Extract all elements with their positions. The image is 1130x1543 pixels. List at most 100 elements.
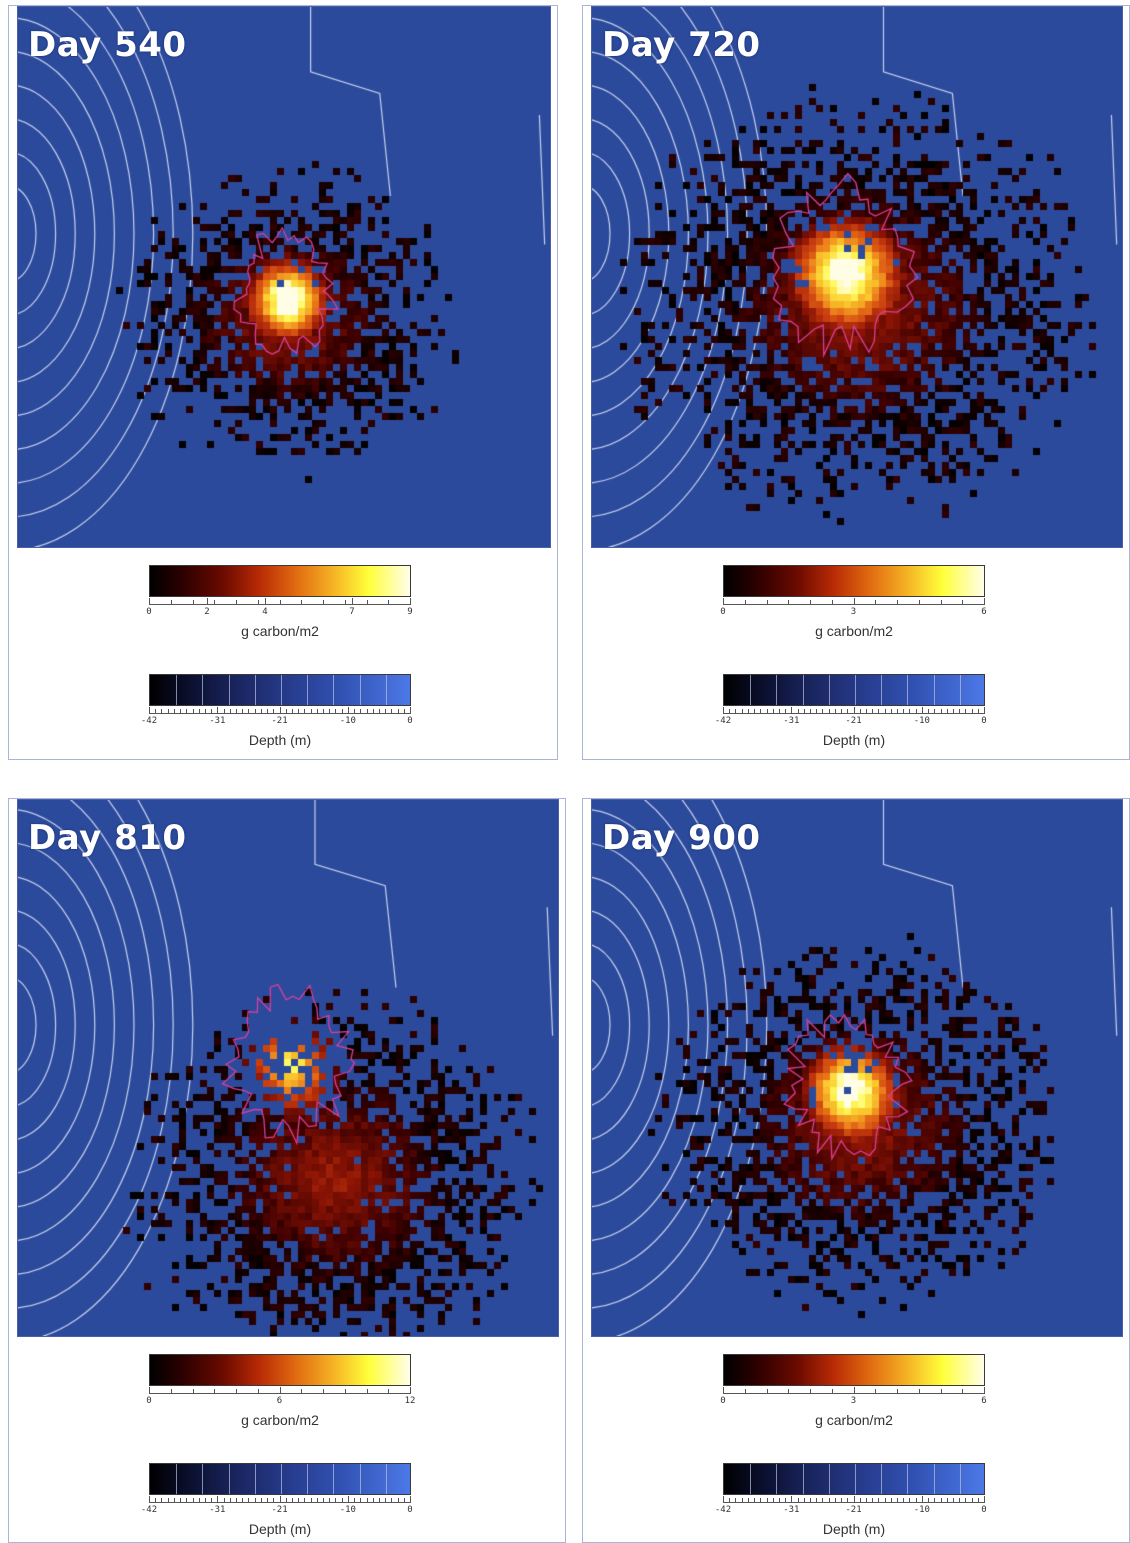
day-label: Day 810	[28, 818, 187, 858]
scale-tick	[984, 1387, 985, 1393]
carbon-unit-label: g carbon/m2	[815, 1412, 893, 1428]
depth-unit-label: Depth (m)	[822, 732, 886, 748]
scale-tick	[149, 598, 150, 604]
scale-tick-label: -10	[913, 1505, 930, 1515]
scale-tick-label: -42	[714, 716, 732, 726]
carbon-colorbar	[149, 1354, 411, 1386]
seafloor-map: Day 720	[591, 6, 1123, 548]
scale-tick-label: -42	[140, 716, 158, 726]
depth-unit-label: Depth (m)	[248, 732, 312, 748]
legends: 0 3 6 g carbon/m2 -42 -31 -21 -10 0 Depth (m)	[583, 548, 1129, 759]
scale-tick	[410, 1387, 411, 1393]
scale-tick	[347, 707, 349, 713]
legends: 0 6 12 g carbon/m2 -42 -31 -21 -10 0 Depth (m)	[9, 1337, 565, 1542]
legends: 0 3 6 g carbon/m2 -42 -31 -21 -10 0 Depth (m)	[583, 1337, 1129, 1542]
scale-tick-label: 6	[276, 1396, 283, 1406]
carbon-unit-label: g carbon/m2	[241, 1412, 319, 1428]
carbon-heatmap	[592, 800, 1122, 1336]
scale-tick-label: 2	[204, 607, 210, 617]
depth-scale-axis	[723, 706, 985, 714]
scale-tick-label: 0	[981, 1505, 987, 1515]
scale-tick	[149, 1387, 150, 1393]
scale-tick-label: -31	[209, 1505, 226, 1515]
map-panel-day-900: Day 900 0 3 6 g carbon/m2 -42 -31 -21 -10 0 Depth…	[582, 798, 1130, 1543]
scale-tick-label: -21	[845, 716, 862, 726]
scale-tick	[853, 1496, 855, 1502]
scale-tick-label: 4	[262, 607, 268, 617]
scale-tick-label: -10	[913, 716, 930, 726]
day-label: Day 540	[28, 25, 187, 65]
scale-tick	[279, 707, 281, 713]
carbon-colorbar	[149, 565, 411, 597]
scale-tick	[279, 1387, 281, 1393]
scale-tick	[984, 1496, 985, 1502]
carbon-scale-axis	[149, 1386, 411, 1394]
carbon-unit-label: g carbon/m2	[241, 623, 319, 639]
depth-colorbar	[723, 1463, 985, 1495]
carbon-heatmap	[18, 7, 550, 547]
scale-tick	[853, 707, 855, 713]
scale-tick-label: -21	[271, 1505, 288, 1515]
depth-colorbar	[149, 1463, 411, 1495]
scale-tick	[921, 707, 923, 713]
carbon-heatmap	[18, 800, 558, 1336]
carbon-heatmap	[592, 7, 1122, 547]
depth-colorbar	[149, 674, 411, 706]
seafloor-map: Day 900	[591, 799, 1123, 1337]
scale-tick	[279, 1496, 281, 1502]
scale-tick-label: -31	[783, 716, 800, 726]
depth-scale-axis	[149, 706, 411, 714]
scale-tick	[984, 707, 985, 713]
scale-tick-label: 0	[146, 1396, 152, 1406]
scale-tick-label: -31	[783, 1505, 800, 1515]
carbon-colorbar	[723, 1354, 985, 1386]
scale-tick	[217, 707, 219, 713]
scale-tick-label: 0	[720, 1396, 726, 1406]
seafloor-map: Day 540	[17, 6, 551, 548]
scale-tick-label: -31	[209, 716, 226, 726]
scale-tick	[410, 707, 411, 713]
scale-tick	[352, 598, 353, 604]
scale-tick-label: 0	[407, 1505, 413, 1515]
scale-tick-label: 3	[850, 607, 857, 617]
scale-tick	[723, 598, 724, 604]
carbon-scale-axis	[149, 597, 411, 605]
scale-tick-label: -42	[140, 1505, 158, 1515]
depth-scale-axis	[149, 1495, 411, 1503]
scale-tick-label: -10	[339, 1505, 356, 1515]
seafloor-map: Day 810	[17, 799, 559, 1337]
scale-tick-label: -21	[271, 716, 288, 726]
scale-tick	[410, 598, 411, 604]
scale-tick	[723, 707, 724, 713]
day-label: Day 900	[602, 818, 761, 858]
scale-tick	[207, 598, 208, 604]
scale-tick	[791, 707, 793, 713]
scale-tick-label: 6	[981, 1396, 987, 1406]
scale-tick-label: 0	[146, 607, 152, 617]
scale-tick-label: -10	[339, 716, 356, 726]
scale-tick	[723, 1496, 724, 1502]
scale-tick-label: -42	[714, 1505, 732, 1515]
scale-tick-label: 0	[981, 716, 987, 726]
depth-colorbar	[723, 674, 985, 706]
scale-tick	[347, 1496, 349, 1502]
scale-tick-label: 3	[850, 1396, 857, 1406]
scale-tick	[853, 1387, 855, 1393]
legends: 0 2 4 7 9 g carbon/m2 -42 -31 -21 -10 0 Depth (m)	[9, 548, 557, 759]
scale-tick	[853, 598, 855, 604]
scale-tick-label: 9	[407, 607, 413, 617]
depth-scale-axis	[723, 1495, 985, 1503]
scale-tick	[984, 598, 985, 604]
scale-tick	[149, 707, 150, 713]
scale-tick	[217, 1496, 219, 1502]
scale-tick	[791, 1496, 793, 1502]
day-label: Day 720	[602, 25, 761, 65]
scale-tick	[149, 1496, 150, 1502]
scale-tick-label: 6	[981, 607, 987, 617]
scale-tick-label: 0	[407, 716, 413, 726]
carbon-scale-axis	[723, 1386, 985, 1394]
map-panel-day-720: Day 720 0 3 6 g carbon/m2 -42 -31 -21 -10 0 Depth…	[582, 5, 1130, 760]
scale-tick	[410, 1496, 411, 1502]
scale-tick	[723, 1387, 724, 1393]
map-panel-day-540: Day 540 0 2 4 7 9 g carbon/m2 -42 -31 -21 -10 0 Dep…	[8, 5, 558, 760]
